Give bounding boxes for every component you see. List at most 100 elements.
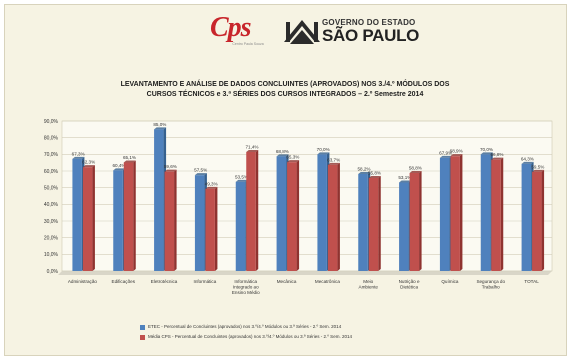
bar-cps	[287, 162, 297, 271]
data-label: 58,2%	[357, 167, 370, 172]
bar-top	[358, 172, 371, 174]
data-label: 62,3%	[82, 160, 95, 165]
legend-label-cps: Média CPS - Percentual de Concluintes (a…	[148, 334, 352, 339]
data-label: 65,1%	[123, 155, 136, 160]
plot-area	[61, 120, 553, 272]
y-tick-label: 0,0%	[47, 269, 59, 275]
x-tick-label: Informática	[194, 279, 217, 284]
bar-top	[246, 150, 259, 152]
x-tick-label: Administração	[68, 279, 98, 284]
bar-top	[480, 152, 493, 155]
bar-side	[500, 157, 504, 271]
bar-etec	[317, 154, 327, 271]
y-tick-label: 10,0%	[44, 252, 59, 258]
bar-cps	[82, 167, 93, 271]
bar-top	[205, 186, 218, 189]
bar-cps	[123, 162, 134, 271]
data-label: 70,0%	[480, 147, 493, 152]
sao-paulo-government-logo: GOVERNO DO ESTADO SÃO PAULO	[282, 14, 422, 54]
x-tick-label: Informática	[234, 279, 257, 284]
bar-side	[92, 165, 95, 271]
data-label: 68,9%	[450, 149, 463, 154]
data-label: 53,5%	[235, 174, 248, 179]
data-label: 57,5%	[194, 168, 207, 173]
y-tick-label: 90,0%	[44, 119, 59, 125]
y-tick-label: 80,0%	[44, 135, 59, 141]
bar-top	[287, 160, 300, 163]
x-tick-label: Nutrição e	[399, 279, 420, 284]
bar-top	[154, 127, 167, 130]
bar-top	[327, 162, 340, 165]
bar-cps	[532, 171, 542, 271]
y-tick-label: 70,0%	[44, 152, 59, 158]
bar-etec	[113, 170, 123, 271]
x-tick-label: Química	[441, 279, 459, 284]
bar-side	[296, 160, 300, 271]
sao-paulo-emblem-icon	[284, 20, 320, 44]
data-label: 70,0%	[317, 147, 330, 152]
x-tick-label: Trabalho	[482, 285, 500, 290]
data-label: 64,3%	[521, 156, 534, 161]
bar-etec	[439, 157, 450, 271]
x-tick-label: Integrado ao	[233, 285, 259, 290]
x-tick-label: Edificações	[112, 279, 136, 284]
x-tick-label: Mecânica	[277, 279, 297, 284]
y-tick-label: 20,0%	[44, 235, 59, 241]
bar-side	[214, 186, 218, 271]
bar-top	[235, 179, 248, 182]
bar-top	[123, 160, 136, 163]
x-tick-label: Segurança do	[476, 279, 505, 284]
bar-top	[399, 180, 412, 183]
bar-cps	[246, 152, 256, 271]
bar-top	[368, 176, 381, 178]
bar-top	[72, 156, 85, 159]
x-tick-label: Ambiente	[359, 285, 379, 290]
bar-top	[450, 154, 463, 157]
bar-top	[276, 154, 289, 157]
bar-top	[532, 169, 545, 172]
data-label: 67,3%	[72, 151, 85, 156]
bar-side	[255, 150, 259, 271]
x-tick-label: Meio	[363, 279, 373, 284]
bar-top	[491, 157, 504, 160]
data-label: 49,3%	[205, 181, 218, 186]
legend-entry-etec: ETEC - Percentual de Concluintes (aprova…	[140, 322, 520, 332]
bar-side	[337, 162, 340, 271]
data-label: 66,8%	[490, 152, 503, 157]
bar-top	[82, 165, 95, 168]
bar-side	[459, 154, 463, 271]
chart-title-line-1: LEVANTAMENTO E ANÁLISE DE DADOS CONCLUIN…	[120, 81, 450, 88]
bar-cps	[491, 159, 501, 271]
data-label: 85,0%	[153, 122, 166, 127]
bar-side	[419, 171, 422, 271]
cps-logo-text: Cps	[210, 12, 252, 43]
bar-cps	[205, 188, 215, 271]
bar-top	[194, 173, 207, 176]
y-tick-label: 40,0%	[44, 202, 59, 208]
y-tick-label: 60,0%	[44, 169, 59, 175]
legend-entry-cps: Média CPS - Percentual de Concluintes (a…	[140, 332, 520, 342]
bar-cps	[450, 156, 460, 271]
bar-etec	[480, 154, 491, 271]
bar-side	[541, 169, 545, 271]
bar-top	[317, 152, 330, 155]
bar-etec	[72, 158, 82, 271]
bar-top	[164, 169, 177, 172]
bar-top	[521, 161, 534, 164]
bar-etec	[358, 174, 368, 271]
data-label: 58,8%	[409, 166, 422, 171]
bar-etec	[399, 182, 409, 271]
x-tick-label: TOTAL	[524, 279, 539, 284]
chart-title-line-2: CURSOS TÉCNICOS e 3.ª SÉRIES DOS CURSOS …	[146, 91, 424, 98]
data-label: 59,6%	[164, 164, 177, 169]
bar-side	[174, 169, 177, 271]
data-label: 68,8%	[276, 149, 289, 154]
bar-top	[113, 168, 126, 171]
x-tick-label: Mecatrônica	[315, 279, 340, 284]
x-tick-label: Ensino Médio	[232, 290, 260, 295]
legend-label-etec: ETEC - Percentual de Concluintes (aprova…	[148, 324, 342, 329]
y-tick-label: 50,0%	[44, 185, 59, 191]
data-label: 71,4%	[245, 145, 258, 150]
bar-cps	[409, 173, 420, 271]
bar-etec	[521, 163, 532, 271]
